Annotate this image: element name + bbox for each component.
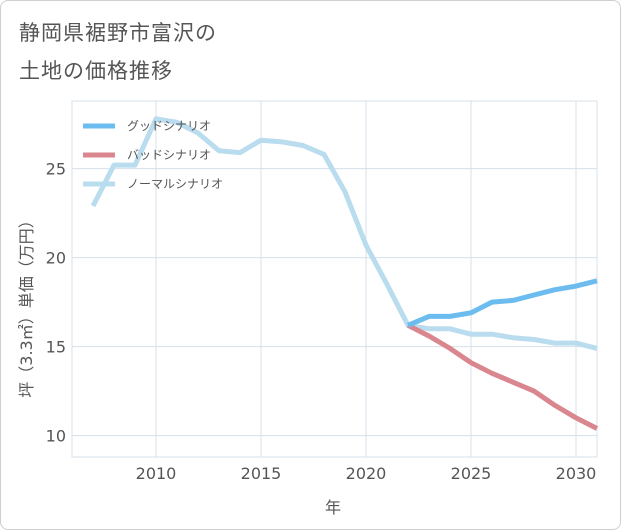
series-line-1 [406, 323, 599, 431]
x-axis-label: 年 [325, 498, 341, 517]
series-line-0 [407, 278, 598, 328]
plot-frame [71, 100, 598, 458]
legend-label-2: ノーマルシナリオ [127, 177, 223, 191]
y-axis-label: 坪（3.3㎡）単価（万円） [17, 212, 36, 397]
chart-title-line-1: 静岡県裾野市富沢の [19, 21, 217, 45]
y-tick-label: 15 [46, 338, 66, 357]
legend-label-0: グッドシナリオ [127, 119, 211, 133]
y-tick-label: 25 [46, 160, 66, 179]
y-tick-label: 20 [46, 249, 66, 268]
series-line-2 [90, 116, 598, 351]
y-tick-label: 10 [46, 427, 66, 446]
x-tick-label: 2020 [346, 464, 387, 483]
series-lines [90, 116, 599, 431]
x-tick-label: 2015 [241, 464, 282, 483]
legend-label-1: バッドシナリオ [127, 148, 211, 162]
x-tick-label: 2025 [451, 464, 492, 483]
x-tick-label: 2030 [556, 464, 597, 483]
x-tick-label: 2010 [136, 464, 177, 483]
chart-title-line-2: 土地の価格推移 [19, 59, 173, 83]
